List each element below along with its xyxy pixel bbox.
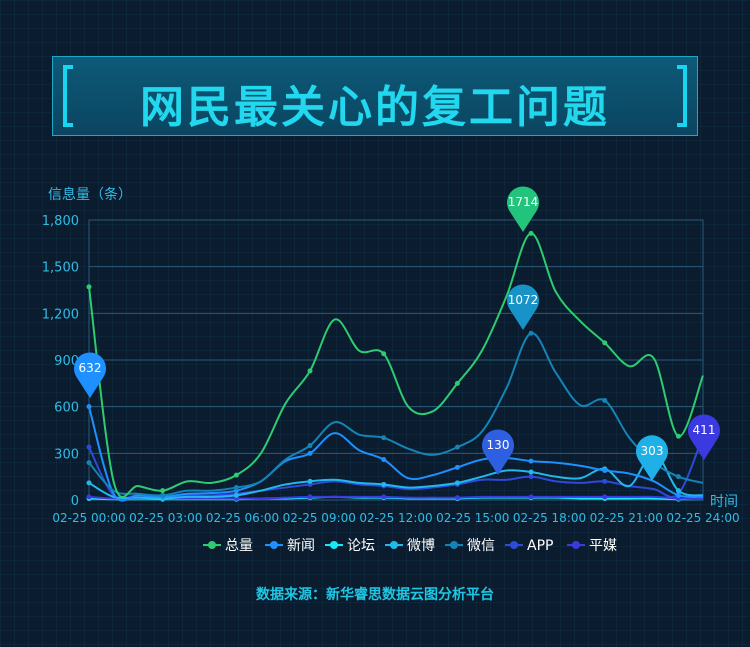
legend-marker — [330, 541, 338, 549]
legend-marker — [270, 541, 278, 549]
y-tick-label: 1,200 — [42, 307, 79, 322]
data-source: 数据来源：新华睿思数据云图分析平台 — [256, 587, 494, 603]
annotation-pin — [482, 429, 514, 475]
series-point-6 — [86, 494, 92, 500]
y-tick-label: 600 — [54, 401, 79, 416]
y-tick-label: 900 — [54, 354, 79, 369]
series-point-4 — [454, 444, 460, 450]
series-point-1 — [381, 457, 387, 463]
title-banner: 网民最关心的复工问题 — [52, 56, 698, 136]
legend-label: 论坛 — [347, 538, 375, 554]
series-point-5 — [86, 444, 92, 450]
y-tick-label: 0 — [71, 494, 79, 509]
series-point-1 — [307, 450, 313, 456]
x-tick-label: 02-25 18:00 — [513, 511, 586, 525]
legend-label: 微博 — [407, 537, 435, 554]
series-point-1 — [528, 458, 534, 464]
series-point-0 — [86, 284, 92, 290]
x-tick-label: 02-25 00:00 — [52, 511, 125, 525]
annotation-pin — [74, 352, 106, 398]
series-line-0 — [88, 232, 704, 498]
legend-marker — [572, 541, 580, 549]
annotation-pin — [688, 414, 720, 461]
x-tick-label: 02-25 12:00 — [359, 511, 432, 525]
series-point-4 — [381, 435, 387, 441]
x-tick-label: 02-25 06:00 — [206, 511, 279, 525]
series-point-0 — [675, 433, 681, 439]
legend-marker — [208, 541, 216, 549]
annotation-pin — [507, 284, 539, 330]
series-point-0 — [160, 488, 166, 494]
annotation-label: 411 — [693, 423, 716, 437]
series-point-6 — [454, 495, 460, 501]
series-point-6 — [602, 494, 608, 500]
y-axis-label: 信息量（条） — [48, 186, 132, 203]
x-tick-label: 02-25 21:00 — [590, 511, 663, 525]
legend-label: APP — [527, 538, 553, 554]
series-point-0 — [307, 368, 313, 374]
annotation-pin — [507, 186, 539, 232]
series-point-4 — [86, 460, 92, 466]
series-point-3 — [381, 481, 387, 487]
series-point-4 — [602, 397, 608, 403]
x-tick-label: 02-25 15:00 — [436, 511, 509, 525]
series-point-0 — [233, 472, 239, 478]
annotation-pin — [636, 435, 669, 481]
y-tick-label: 1,500 — [42, 261, 79, 276]
x-tick-label: 02-25 03:00 — [129, 511, 202, 525]
annotation-label: 1072 — [508, 293, 539, 307]
series-point-0 — [602, 340, 608, 346]
x-tick-label: 02-25 09:00 — [283, 511, 356, 525]
legend-label: 微信 — [467, 538, 495, 554]
legend-marker — [450, 541, 458, 549]
series-point-0 — [528, 230, 534, 236]
series-point-3 — [233, 492, 239, 498]
series-point-5 — [528, 474, 534, 480]
legend-marker — [390, 541, 398, 549]
series-point-5 — [602, 478, 608, 484]
series-point-0 — [381, 351, 387, 357]
series-point-6 — [528, 494, 534, 500]
series-point-1 — [675, 492, 681, 498]
series-line-5 — [88, 435, 704, 500]
y-tick-label: 300 — [54, 447, 79, 462]
left-bracket-icon — [63, 65, 73, 127]
series-point-3 — [454, 480, 460, 486]
legend-label: 平媒 — [589, 538, 617, 554]
x-tick-label: 02-25 24:00 — [666, 511, 739, 525]
annotation-label: 303 — [641, 444, 664, 458]
series-point-1 — [602, 467, 608, 473]
legend-marker — [510, 541, 518, 549]
series-point-4 — [307, 443, 313, 449]
legend-label: 总量 — [225, 538, 253, 554]
series-point-3 — [675, 488, 681, 494]
series-line-1 — [88, 406, 704, 502]
y-tick-label: 1,800 — [42, 214, 79, 229]
annotation-label: 632 — [79, 361, 102, 375]
series-point-0 — [454, 380, 460, 386]
series-point-6 — [381, 494, 387, 500]
x-axis-label: 时间 — [710, 494, 738, 510]
right-bracket-icon — [677, 65, 687, 127]
series-point-3 — [528, 469, 534, 475]
series-point-4 — [528, 330, 534, 336]
series-point-3 — [86, 480, 92, 486]
series-point-6 — [307, 494, 313, 500]
annotation-label: 130 — [487, 438, 510, 452]
series-point-4 — [160, 492, 166, 498]
chart-title: 网民最关心的复工问题 — [140, 82, 610, 133]
legend-label: 新闻 — [287, 538, 315, 554]
series-point-4 — [675, 474, 681, 480]
series-point-1 — [454, 464, 460, 470]
series-point-4 — [233, 485, 239, 491]
series-point-3 — [307, 478, 313, 484]
series-point-1 — [86, 404, 92, 410]
annotation-label: 1714 — [508, 195, 539, 209]
